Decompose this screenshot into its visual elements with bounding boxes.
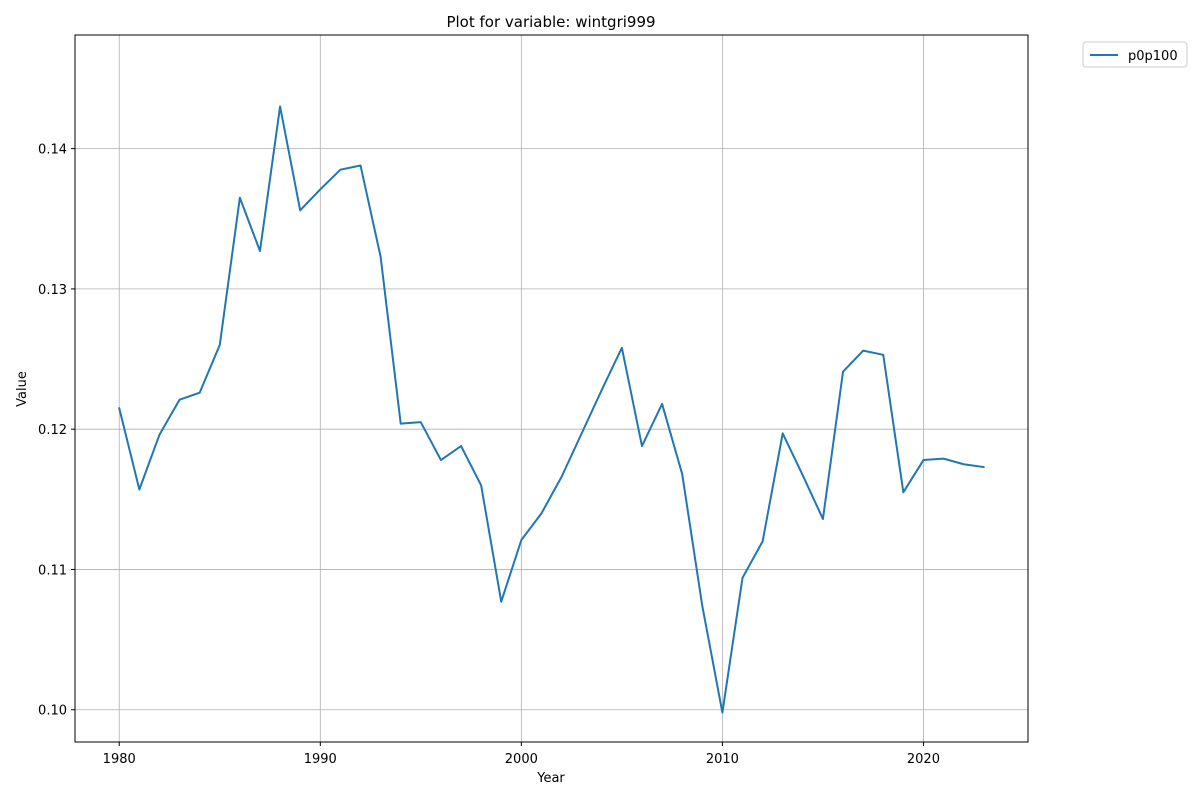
y-tick-label: 0.13 [38,283,67,298]
grid [75,35,1028,742]
y-tick-label: 0.12 [38,423,67,438]
legend-box [1082,41,1188,68]
chart-title: Plot for variable: wintgri999 [446,13,655,31]
x-tick-label: 2000 [505,752,538,767]
series-line-p0p100 [118,105,985,714]
y-tick-label: 0.11 [38,563,67,578]
x-tick-label: 2020 [907,752,940,767]
y-tick-label: 0.10 [38,704,67,719]
x-axis-title: Year [536,771,565,786]
y-tick-label: 0.14 [38,143,67,158]
x-tick-label: 1990 [304,752,337,767]
y-axis-title: Value [15,371,30,407]
x-axis: 1980 1990 2000 2010 2020 [103,742,940,767]
x-tick-label: 1980 [103,752,136,767]
y-axis: 0.10 0.11 0.12 0.13 0.14 [38,143,75,719]
legend: p0p100 [1082,41,1188,68]
series-layer [118,105,985,714]
x-tick-label: 2010 [706,752,739,767]
plot-area-frame [74,34,1029,743]
legend-label-p0p100: p0p100 [1128,49,1178,64]
